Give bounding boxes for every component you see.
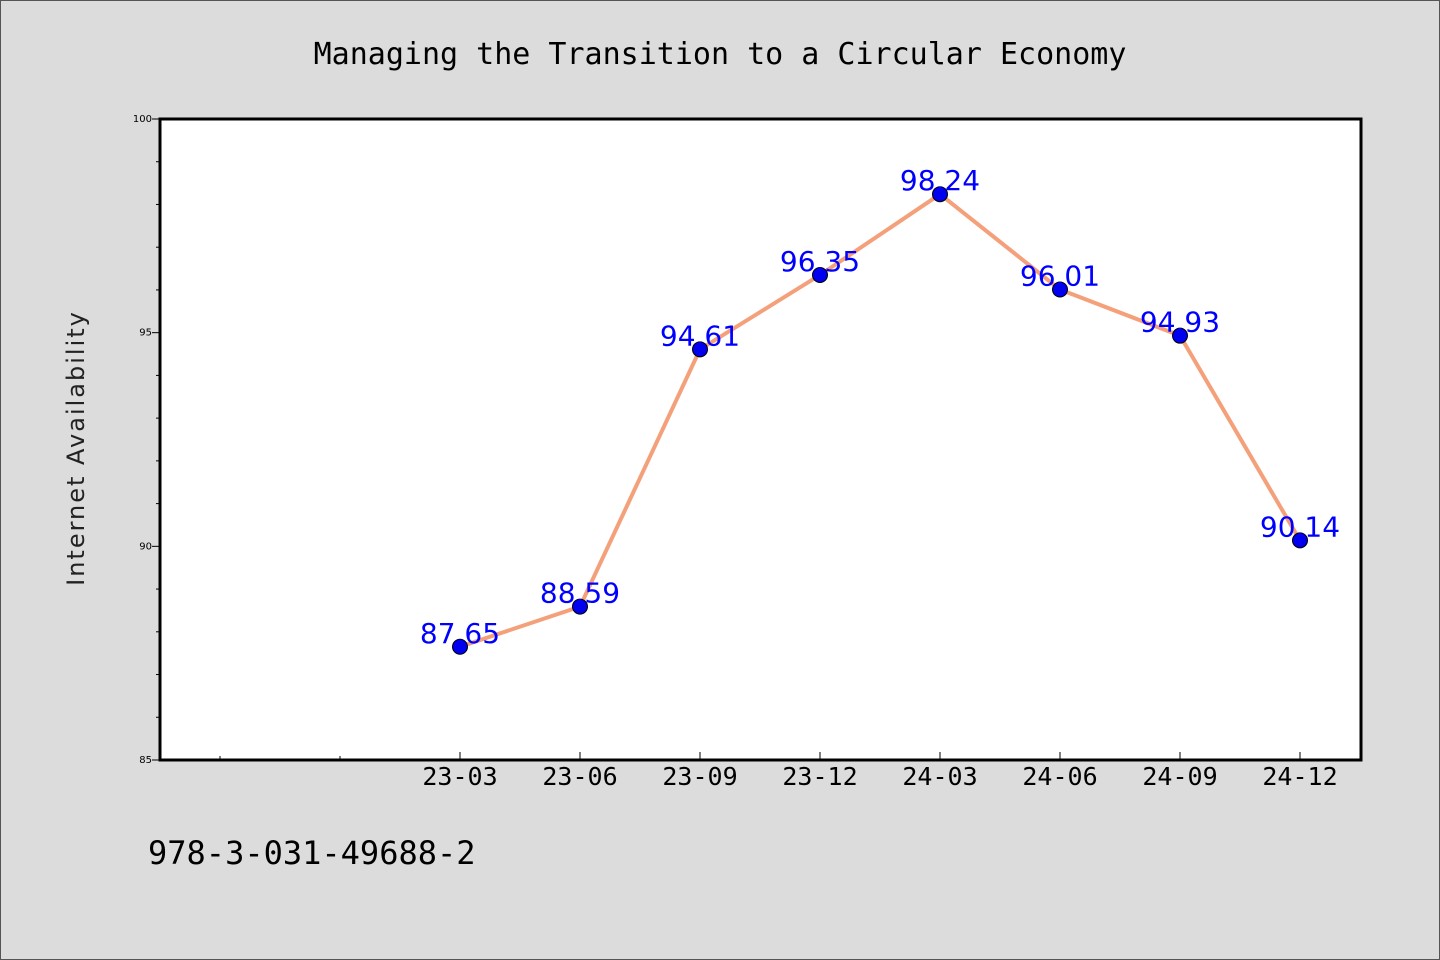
x-tick-label: 23-06: [542, 762, 617, 791]
data-point-marker: [1052, 281, 1068, 298]
series-line: [458, 192, 1302, 649]
data-point-marker: [812, 266, 828, 283]
y-tick-label: 95: [139, 328, 152, 339]
data-label: 90.14: [1260, 510, 1340, 543]
y-tick-label: 90: [139, 541, 152, 552]
markers-group: [452, 186, 1308, 655]
data-label: 87.65: [420, 617, 500, 650]
footer-isbn: 978-3-031-49688-2: [148, 834, 476, 872]
x-tick-label: 24-09: [1142, 762, 1217, 791]
y-tick-label: 85: [139, 755, 152, 766]
plot-area: [158, 117, 1363, 762]
x-tick-label: 24-12: [1262, 762, 1337, 791]
y-axis-label: Internet Availability: [62, 310, 90, 586]
y-tick-label: 100: [133, 114, 152, 125]
x-tick-label: 23-03: [422, 762, 497, 791]
data-point-marker: [1292, 532, 1308, 549]
data-label: 88.59: [540, 577, 620, 610]
x-tick-label: 24-06: [1022, 762, 1097, 791]
data-label: 96.35: [780, 245, 860, 278]
chart-title: Managing the Transition to a Circular Ec…: [314, 37, 1127, 72]
data-labels-group: 87.65 88.59 94.61 96.35 98.24 96.01 94.93 90.14: [420, 164, 1340, 650]
data-label: 96.01: [1020, 260, 1100, 293]
data-label: 94.61: [660, 319, 740, 352]
y-axis: 85 90 95 100: [133, 114, 160, 766]
x-tick-label: 23-12: [782, 762, 857, 791]
data-point-marker: [452, 638, 468, 655]
data-point-marker: [1172, 327, 1188, 344]
x-axis: 23-03 23-06 23-09 23-12 24-03 24-06 24-09 24-12: [219, 752, 1338, 791]
data-label: 94.93: [1140, 306, 1220, 339]
x-tick-label: 24-03: [902, 762, 977, 791]
data-point-marker: [932, 186, 948, 203]
data-point-marker: [572, 598, 588, 615]
data-point-marker: [692, 341, 708, 358]
x-tick-label: 23-09: [662, 762, 737, 791]
series-line-group: [458, 192, 1302, 649]
data-label: 98.24: [900, 164, 980, 197]
